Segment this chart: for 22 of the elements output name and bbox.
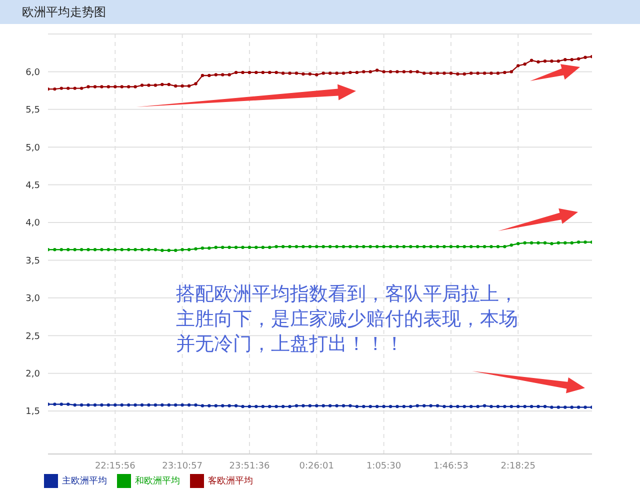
- y-tick-label: 5,0: [26, 143, 40, 154]
- y-tick-label: 4,5: [26, 181, 40, 192]
- x-tick-label: 1:05:30: [366, 461, 402, 472]
- x-tick-label: 0:26:01: [299, 461, 334, 472]
- chart-title: 欧洲平均走势图: [0, 0, 640, 24]
- x-tick-label: 23:10:57: [162, 461, 203, 472]
- x-tick-label: 22:15:56: [94, 461, 136, 472]
- legend-label: 客欧洲平均: [208, 476, 253, 486]
- annotation: 搭配欧洲平均指数看到，客队平局拉上，主胜向下，是庄家减少赔付的表现，本场并无冷门，上盘打出！！！: [176, 283, 519, 357]
- y-tick-label: 6,0: [26, 68, 40, 78]
- x-tick-label: 2:18:25: [500, 461, 536, 472]
- y-tick-label: 3,5: [26, 256, 40, 266]
- y-tick-label: 3,0: [26, 294, 40, 304]
- x-tick-label: 23:51:36: [229, 461, 270, 472]
- y-tick-label: 2,0: [26, 370, 40, 380]
- legend-label: 和欧洲平均: [135, 476, 180, 486]
- legend-label: 主欧洲平均: [62, 476, 107, 486]
- y-tick-label: 4,0: [26, 218, 40, 229]
- y-tick-label: 2,5: [26, 332, 40, 342]
- y-tick-label: 1,5: [26, 407, 40, 418]
- y-tick-label: 5,5: [26, 106, 40, 116]
- x-tick-label: 1:46:53: [434, 461, 468, 472]
